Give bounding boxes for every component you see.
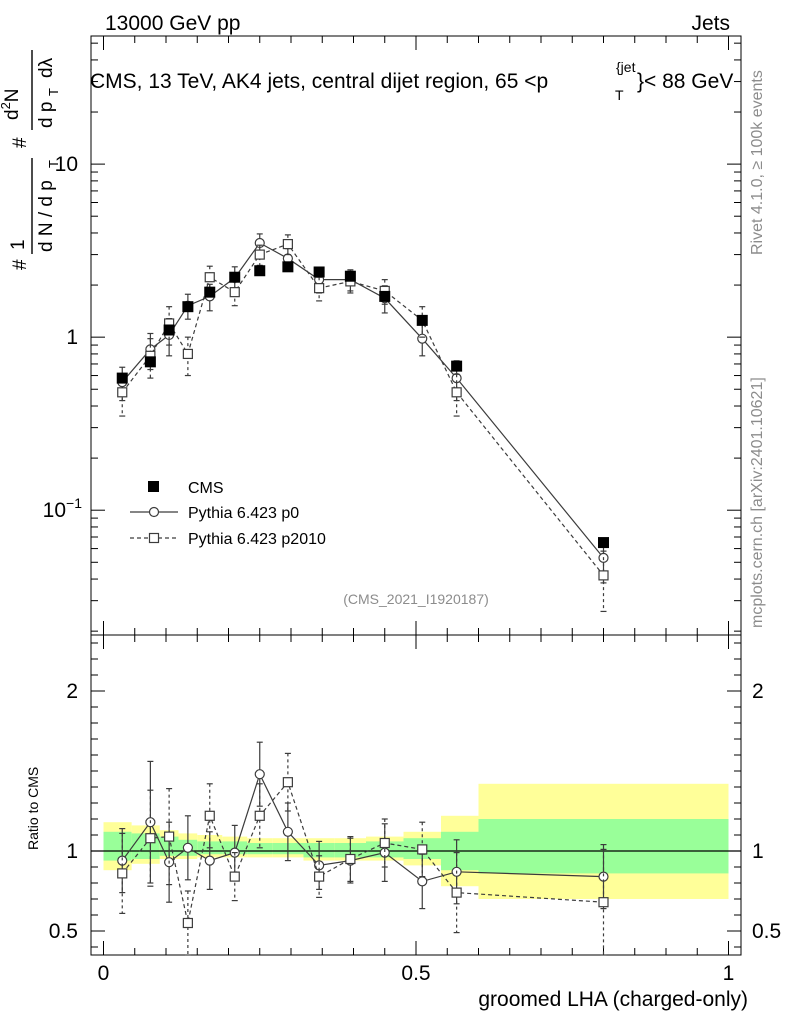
data-point	[598, 537, 609, 549]
data-point	[254, 249, 265, 260]
y-tick-label-ratio-right: 0.5	[752, 920, 781, 943]
legend-label-pythia-p0: Pythia 6.423 p0	[188, 505, 299, 522]
legend-marker-pythia-p2010	[148, 532, 160, 544]
data-point	[144, 356, 156, 368]
data-point	[345, 853, 356, 865]
y-tick-label-ratio-right: 1	[752, 840, 764, 863]
x-tick-label: 1	[723, 962, 735, 985]
data-point	[254, 265, 266, 277]
rivet-version-label: Rivet 4.1.0, ≥ 100k events	[749, 70, 766, 255]
y-label-dN-dpT: d N / d p	[36, 180, 57, 252]
band-green-bin	[247, 843, 273, 855]
legend-item-cms: CMS	[148, 480, 224, 497]
data-point	[164, 831, 175, 842]
y-label-dpT: d p	[36, 102, 57, 128]
data-point	[282, 261, 294, 273]
x-tick-label: 0	[98, 962, 110, 985]
plot-title-superscript: {jet	[616, 59, 636, 75]
data-point	[416, 314, 428, 326]
y-tick-label-1: 1	[66, 326, 78, 349]
ratio-uncertainty-bands	[91, 783, 741, 899]
data-point	[282, 238, 293, 250]
data-point	[314, 871, 325, 882]
legend-marker-cms	[148, 481, 159, 492]
y-label-dN-sub: T	[46, 160, 61, 168]
data-point	[379, 837, 390, 849]
y-tick-label-ratio-left: 0.5	[49, 920, 78, 943]
plot-title: CMS, 13 TeV, AK4 jets, central dijet reg…	[90, 70, 548, 93]
data-point	[182, 348, 193, 360]
legend-marker-pythia-p0	[148, 506, 160, 518]
data-point	[254, 769, 265, 780]
y-tick-label-10: 10	[55, 153, 78, 176]
data-point	[229, 271, 241, 283]
data-point	[598, 570, 609, 581]
data-point	[204, 810, 215, 821]
series-pythia-6-423-p2010	[117, 234, 609, 613]
legend-label-cms: CMS	[188, 480, 224, 497]
data-point	[313, 266, 325, 278]
analysis-id-label: (CMS_2021_I1920187)	[343, 591, 489, 607]
data-point	[182, 301, 194, 313]
data-point	[379, 290, 391, 302]
header-jets-label: Jets	[691, 12, 730, 35]
data-point	[598, 897, 609, 908]
legend: CMS Pythia 6.423 p0 Pythia 6.423 p2010	[130, 480, 326, 548]
data-point	[314, 283, 325, 294]
x-axis-label: groomed LHA (charged-only)	[478, 988, 748, 1011]
y-tick-label-ratio-left: 2	[66, 680, 78, 703]
data-point	[451, 387, 462, 398]
data-point	[451, 360, 463, 372]
data-point	[451, 887, 462, 898]
data-point	[282, 826, 293, 837]
header-beam-label: 13000 GeV pp	[105, 12, 240, 35]
legend-label-pythia-p2010: Pythia 6.423 p2010	[188, 531, 326, 548]
data-point	[417, 844, 428, 855]
series-cms	[116, 261, 609, 549]
y-tick-label-ratio-right: 2	[752, 680, 764, 703]
y-label-d2N: d2N	[0, 88, 23, 120]
data-point	[163, 324, 175, 336]
y-label-hash: #	[10, 259, 31, 270]
data-point	[182, 917, 193, 929]
data-point	[145, 833, 156, 844]
legend-item-pythia-p2010: Pythia 6.423 p2010	[130, 531, 326, 548]
data-point	[204, 286, 216, 298]
axes-ticks: 10−1 1 10 0 0.5 1 0.5 0.5 1 1 2 2	[43, 36, 781, 985]
y-axis-label-ratio: Ratio to CMS	[25, 767, 41, 850]
data-point	[182, 842, 193, 853]
data-point	[204, 855, 215, 866]
y-label-hash2: #	[10, 137, 31, 148]
data-series	[116, 233, 609, 956]
series-pythia-6-423-p2010	[117, 752, 609, 956]
plot-title-main: CMS, 13 TeV, AK4 jets, central dijet reg…	[90, 70, 548, 93]
data-point	[204, 272, 215, 283]
data-point	[417, 333, 428, 344]
band-green-bin	[103, 831, 132, 861]
y-label-dpT-sub: T	[46, 88, 61, 96]
plot-title-tail: }< 88 GeV	[637, 70, 733, 93]
mcplots-label: mcplots.cern.ch [arXiv:2401.10621]	[749, 377, 766, 628]
y-tick-label-ratio-left: 1	[66, 840, 78, 863]
y-axis-label-top: # 1 d N / d p T # d2N d p T dλ	[0, 50, 61, 270]
y-label-dlambda: dλ	[36, 57, 57, 78]
data-point	[117, 387, 128, 398]
data-point	[344, 270, 356, 282]
data-point	[229, 871, 240, 882]
y-tick-label-0.1: 10−1	[43, 495, 83, 522]
series-line	[121, 243, 604, 576]
series-line	[121, 780, 604, 924]
x-tick-label: 0.5	[401, 962, 430, 985]
plot-title-subscript: T	[615, 87, 624, 103]
data-point	[282, 777, 293, 788]
data-point	[254, 810, 265, 821]
data-point	[229, 287, 240, 298]
data-point	[417, 876, 428, 887]
data-point	[117, 868, 128, 879]
y-label-one: 1	[8, 239, 29, 250]
data-point	[116, 372, 128, 384]
legend-item-pythia-p0: Pythia 6.423 p0	[130, 505, 299, 522]
